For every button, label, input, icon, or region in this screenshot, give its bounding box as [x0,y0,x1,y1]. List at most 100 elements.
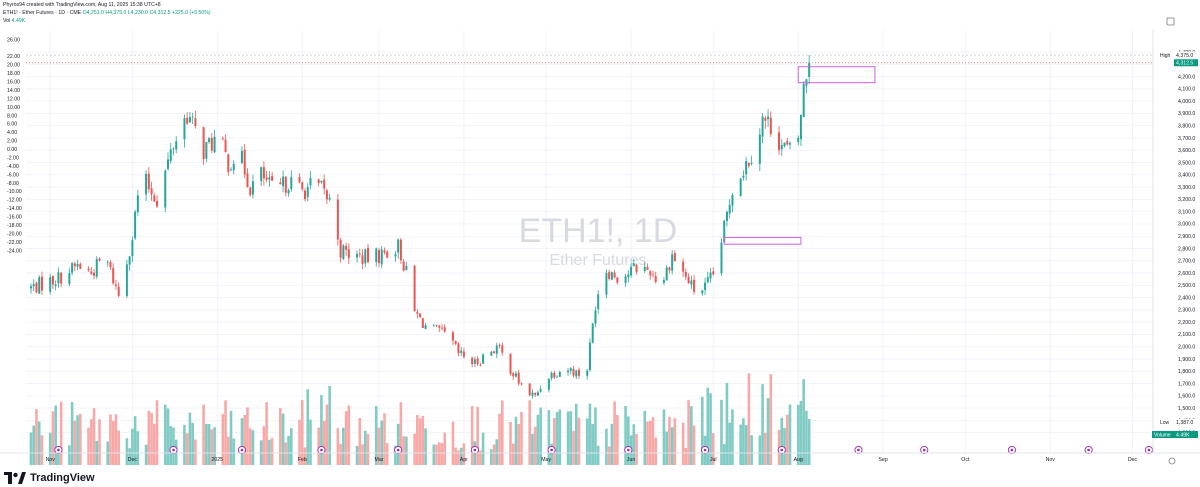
volume-bar [221,414,225,465]
candle-body [325,190,328,200]
left-axis-tick-label: -2.00 [7,155,19,161]
candle-body [32,284,35,287]
left-axis-tick-label: 4.00 [7,130,17,136]
volume-bar [229,410,233,465]
candle-body [778,132,781,151]
high-tag: High [1160,53,1171,59]
candle-body [539,389,542,392]
x-axis-tick-label: Oct [961,457,970,463]
volume-bar [374,406,378,465]
price-axis-tick-label: 3,700.0 [1178,136,1195,142]
event-icon-dot [396,448,400,452]
x-axis-tick-label: Nov [46,457,56,463]
volume-bar [681,422,685,465]
price-axis-tick-label: 4,200.0 [1178,74,1195,80]
candle-body [57,272,60,284]
volume-bar [807,418,811,465]
volume-bar [692,425,696,465]
candle-body [397,239,400,253]
volume-bar [300,400,304,465]
volume-bar [432,444,436,465]
volume-bar [114,414,118,465]
price-axis-tick-label: 3,400.0 [1178,173,1195,179]
candle-body [493,351,496,353]
candle-body [512,373,515,377]
candle-body [597,294,600,310]
candle-body [262,167,265,179]
volume-bar [29,432,33,465]
volume-bar [402,436,405,465]
volume-bar [742,418,745,465]
candle-body [413,265,416,311]
volume-bar [155,400,159,465]
volume-bar [147,410,151,465]
tradingview-logo[interactable]: TradingView [4,472,95,484]
volume-bar [607,446,611,465]
volume-bar [470,406,474,465]
candle-body [569,368,572,371]
candle-body [271,175,274,181]
volume-bar [585,418,589,465]
volume-bar [577,417,581,465]
candle-body [106,261,109,263]
volume-bar [558,409,562,465]
volume-bar [194,439,197,465]
candle-body [68,272,71,285]
candle-body [668,267,671,271]
candle-body [438,325,441,328]
volume-bar [796,404,800,465]
volume-bar [435,444,438,465]
x-axis-tick-label: Dec [1128,457,1138,463]
candle-body [739,178,742,196]
price-axis-tick-label: 1,900.0 [1178,357,1195,363]
volume-bar [163,404,167,465]
volume-bar [654,437,658,465]
candle-body [224,139,227,153]
candle-body [556,376,559,378]
candle-body [279,182,282,185]
volume-bar [281,413,285,465]
volume-bar [336,428,340,465]
price-axis-tick-label: 2,400.0 [1178,295,1195,301]
candle-body [282,176,285,187]
candle-body [156,200,159,207]
volume-bar [539,407,542,465]
volume-bar [588,403,592,465]
volume-bar [533,426,537,465]
candle-body [112,267,115,284]
volume-bar [92,408,96,465]
volume-bar [226,436,230,465]
candle-body [745,161,748,175]
candle-body [808,62,811,77]
candle-body [109,261,112,268]
candle-body [684,271,687,277]
low-tag-bg [1157,418,1174,426]
volume-bar [385,442,389,465]
volume-bar [632,424,636,465]
candle-body [451,332,454,341]
candle-body [613,272,616,278]
volume-bar [48,432,52,465]
candle-body [306,187,309,198]
volume-bar [758,435,762,465]
candle-body [172,148,175,150]
candle-body [356,253,359,258]
volume-bar [246,407,249,465]
volume-bar [342,427,345,465]
volume-bar [153,423,156,465]
candle-body [567,370,570,373]
candle-body [673,253,676,261]
volume-bar [87,427,90,465]
candlestick-chart[interactable]: ETH1!, 1D Ether Futures Nov Dec 2025 Feb Mar Ap… [0,0,1200,468]
volume-bar [322,420,326,465]
volume-bar [57,446,60,465]
volume-bar [54,405,57,465]
drawn-rectangle [797,66,876,84]
left-axis-tick-label: 16.00 [7,80,20,86]
x-axis-tick-label: Dec [128,457,138,463]
volume-bar [722,444,726,465]
x-axis-tick-label: Sep [879,457,888,463]
candle-body [290,177,293,190]
high-tag-bg [1157,51,1174,59]
volume-bar [358,418,362,465]
